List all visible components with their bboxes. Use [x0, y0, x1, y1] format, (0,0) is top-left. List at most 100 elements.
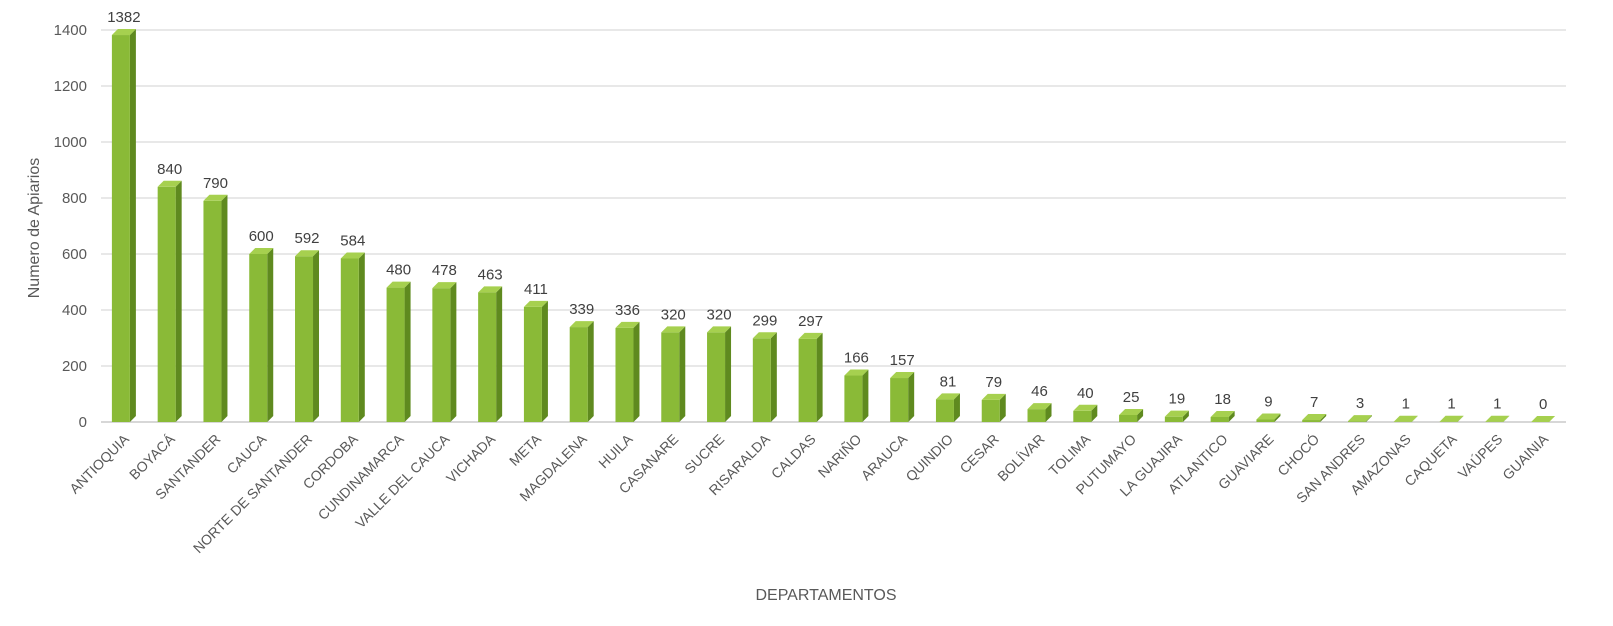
bar [1027, 403, 1052, 422]
bar-top [1439, 415, 1464, 422]
bar-front [890, 378, 909, 422]
bar [249, 248, 274, 422]
bar-top [1119, 409, 1144, 415]
data-label: 166 [844, 350, 869, 367]
bar-top [111, 29, 136, 36]
bar-side [1457, 415, 1464, 422]
bar-front [752, 338, 771, 422]
y-tick-label: 800 [62, 190, 87, 207]
bar-side [1503, 415, 1510, 422]
bar-top [1256, 413, 1281, 420]
bar-side [587, 321, 594, 422]
bar-side [313, 250, 320, 422]
data-label: 297 [798, 313, 823, 330]
x-tick-label: VAÚPES [1455, 431, 1506, 482]
bar-side [450, 282, 457, 422]
bar [432, 282, 457, 422]
bar-side [221, 194, 228, 422]
bar [1073, 404, 1098, 422]
bar-top [890, 372, 915, 379]
data-label: 600 [249, 228, 274, 245]
bar-top [249, 248, 274, 254]
data-label: 790 [203, 175, 228, 192]
bar-side [1320, 414, 1327, 422]
bar [1485, 415, 1510, 422]
bar [1393, 415, 1418, 422]
bar [798, 332, 823, 422]
bar-front [1027, 409, 1046, 422]
bar [295, 250, 320, 422]
y-tick-label: 1200 [54, 78, 87, 95]
bar-top [295, 250, 320, 257]
bar [523, 300, 548, 422]
bar-front [157, 186, 176, 422]
data-label: 9 [1264, 393, 1272, 410]
bar-top [752, 332, 777, 339]
bar-top [1027, 403, 1052, 410]
x-tick-label: GUAINIA [1499, 430, 1551, 482]
bar-front [386, 287, 405, 422]
data-label: 81 [940, 373, 957, 390]
bar-top [157, 180, 182, 187]
data-label: 478 [432, 262, 457, 279]
data-label: 19 [1169, 391, 1186, 408]
data-label: 46 [1031, 383, 1048, 400]
x-tick-label: ARAUCA [858, 430, 911, 483]
data-label: 25 [1123, 389, 1140, 406]
x-tick-label: CALDAS [768, 431, 819, 482]
bar [569, 321, 594, 422]
x-tick-label: VICHADA [443, 430, 499, 486]
bar [661, 326, 686, 422]
y-tick-label: 600 [62, 246, 87, 263]
data-label: 0 [1539, 396, 1547, 413]
bar-front [1164, 416, 1183, 422]
bar [981, 393, 1006, 422]
data-label: 40 [1077, 385, 1094, 402]
bar-top [340, 252, 365, 259]
data-label: 463 [478, 266, 503, 283]
x-axis-title: DEPARTAMENTOS [755, 587, 896, 604]
data-label: 1 [1402, 396, 1410, 413]
bar-front [1210, 416, 1229, 422]
data-label: 79 [985, 374, 1002, 391]
bar [752, 332, 777, 422]
data-label: 157 [890, 352, 915, 369]
data-label: 339 [569, 301, 594, 318]
bar [111, 29, 136, 422]
bar-front [1302, 420, 1321, 422]
bar-side [1182, 410, 1189, 422]
bar-top [1302, 414, 1327, 421]
x-tick-label: CAUCA [223, 430, 269, 476]
bar-top [1073, 404, 1098, 411]
x-tick-label: CESAR [956, 431, 1001, 476]
data-label: 592 [295, 230, 320, 247]
bar-top [1393, 415, 1418, 422]
bar [890, 372, 915, 422]
bar [478, 286, 503, 422]
bar-front [1073, 410, 1092, 422]
bar-side [404, 281, 411, 422]
x-tick-label: BOLÍVAR [994, 431, 1047, 484]
bar [844, 369, 869, 422]
bar-top [478, 286, 503, 293]
bar [386, 281, 411, 422]
bar [707, 326, 732, 422]
bar-top [523, 300, 548, 307]
bar-front [478, 292, 497, 422]
bars [111, 29, 1556, 422]
data-label: 1 [1447, 396, 1455, 413]
bar-side [496, 286, 503, 422]
y-tick-label: 200 [62, 358, 87, 375]
bar-side [1045, 403, 1052, 422]
bar [1119, 409, 1144, 422]
y-tick-label: 0 [79, 414, 87, 431]
x-tick-label: ANTIOQUIA [66, 430, 132, 496]
bar-side [1365, 415, 1372, 422]
bar-top [569, 321, 594, 328]
data-label: 320 [707, 306, 732, 323]
data-label: 411 [524, 281, 548, 298]
bar-top [1347, 415, 1372, 422]
